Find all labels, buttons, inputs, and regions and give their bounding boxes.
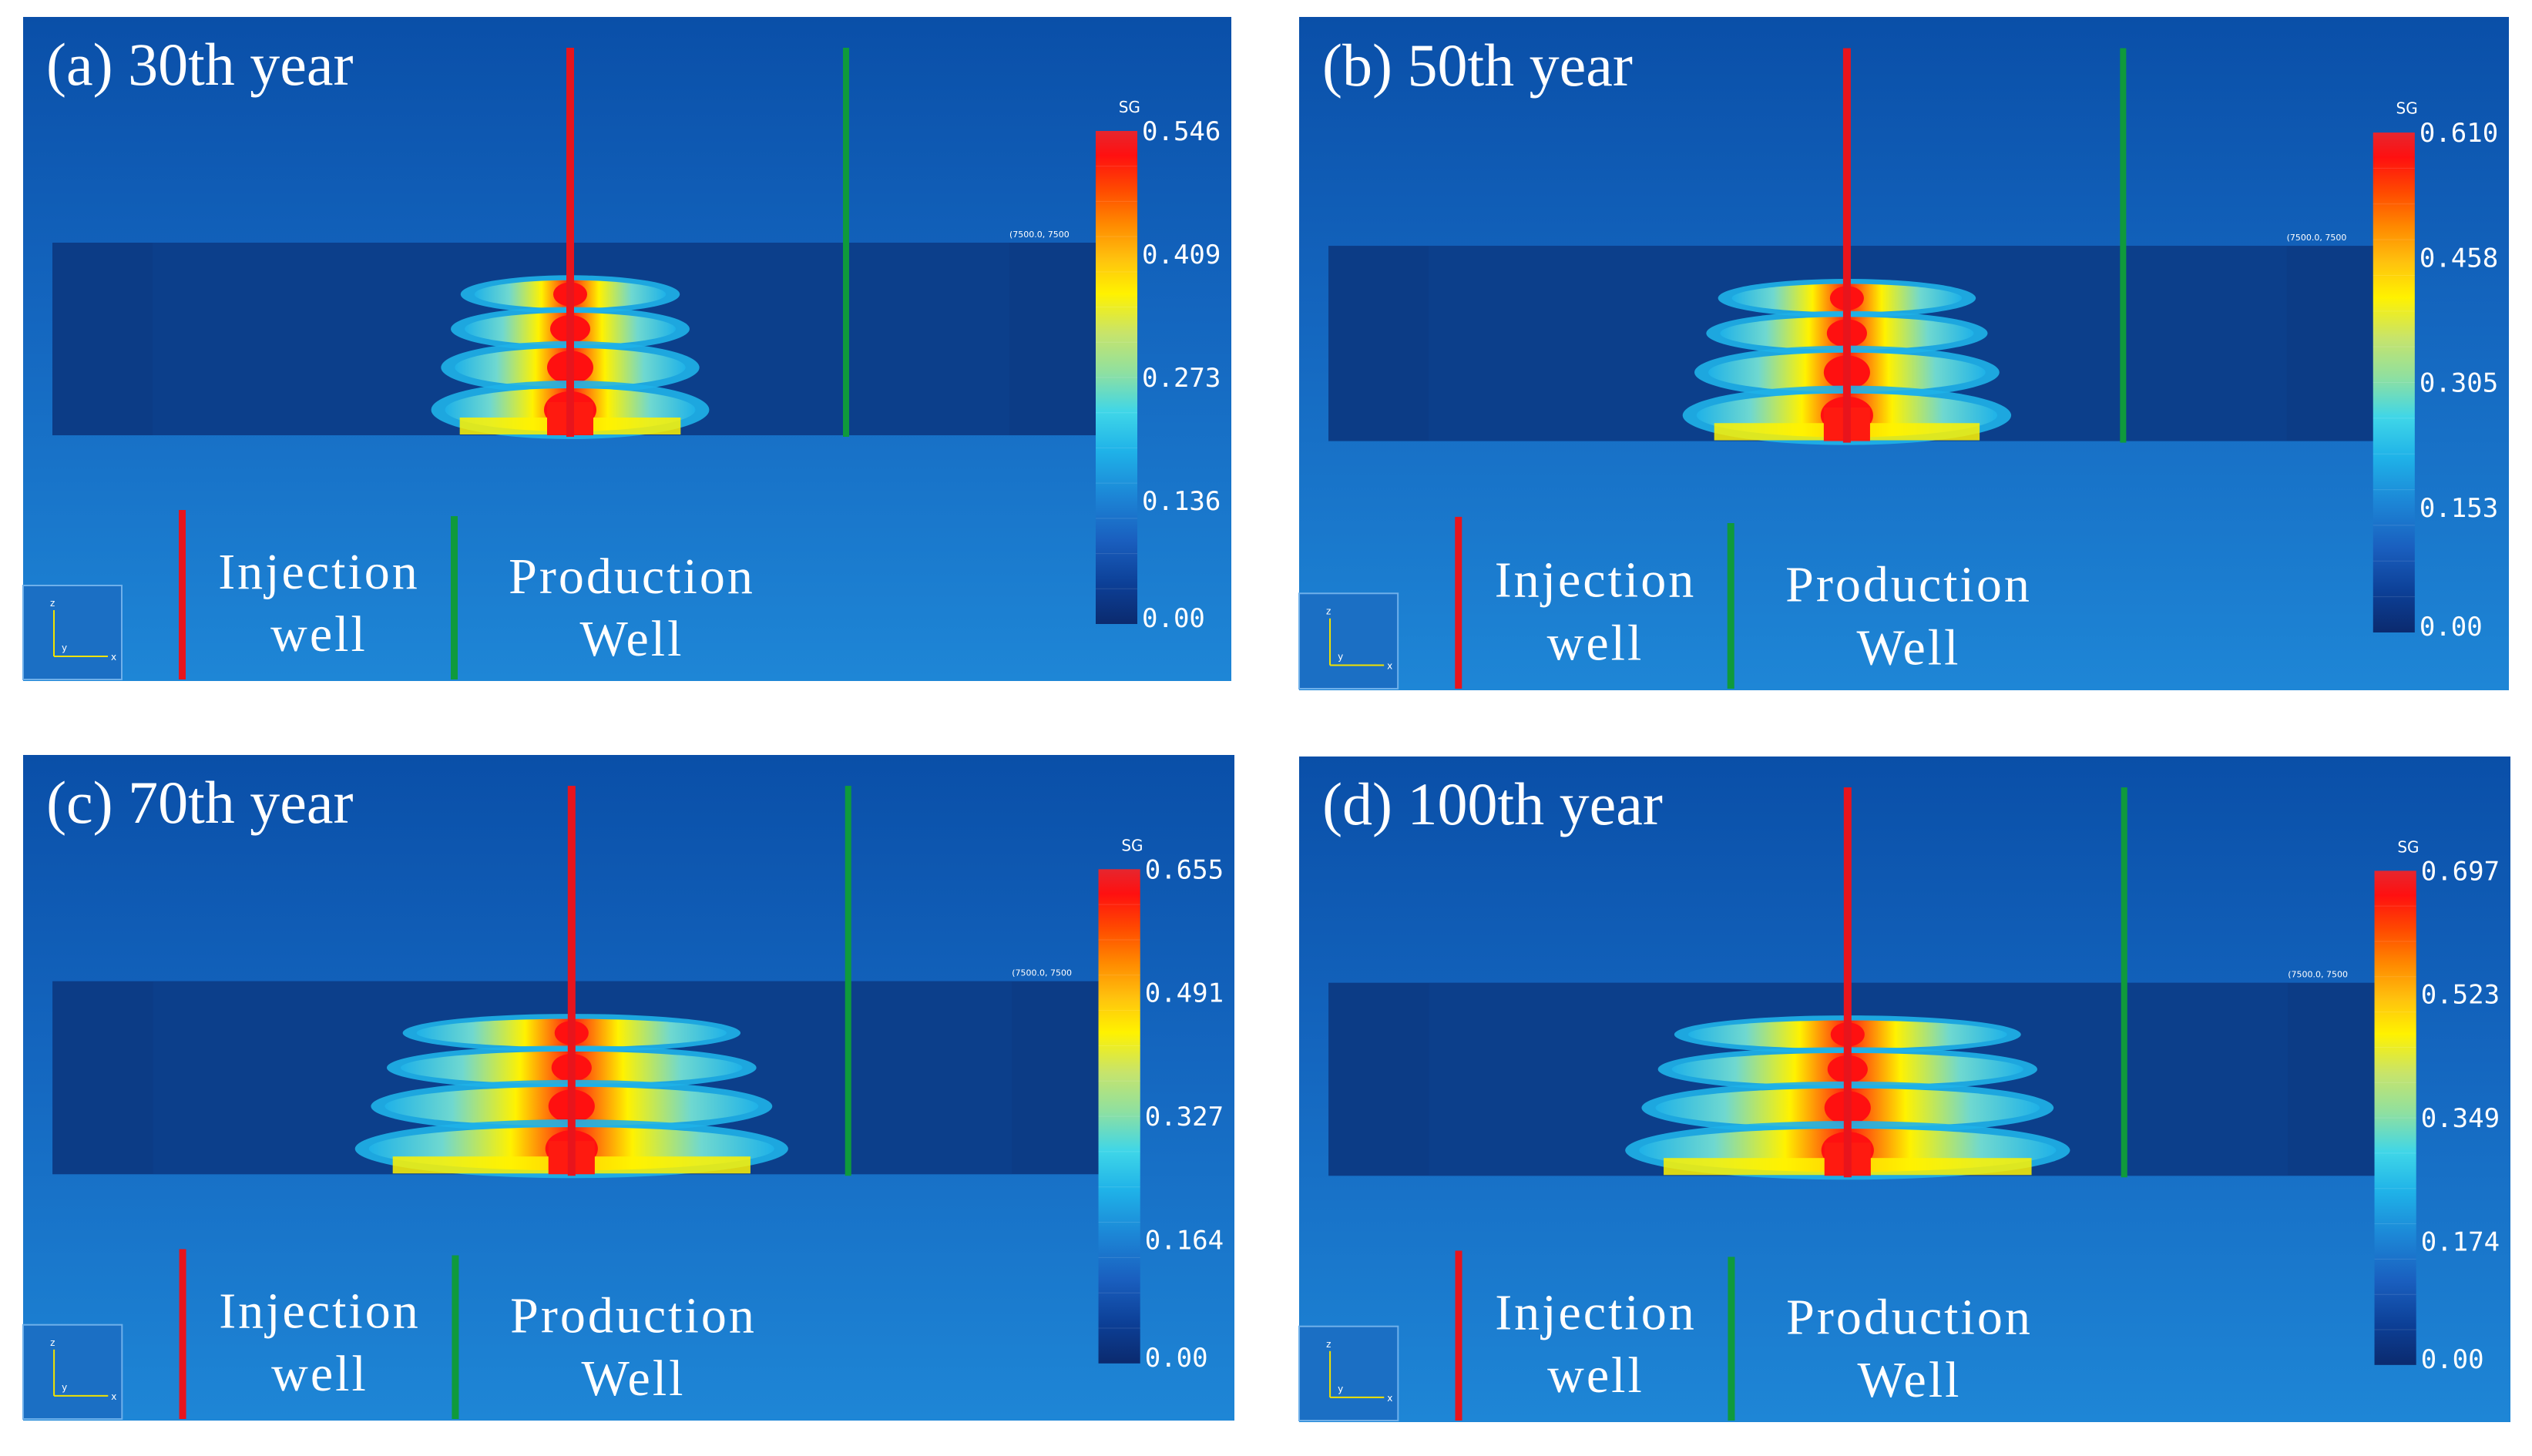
legend-injection-label-2: well xyxy=(270,606,368,663)
injection-well-line xyxy=(566,48,574,437)
axis-triad: x z y xyxy=(22,1323,123,1420)
panels-layer: (a) 30th yearSG0.5460.4090.2730.1360.00(… xyxy=(22,17,2510,1422)
coord-readout: (7500.0, 7500 xyxy=(1012,968,1072,978)
legend-production-label-2: Well xyxy=(580,611,684,667)
injection-well-line xyxy=(1842,48,1851,443)
panel-1: (a) 30th year SG0.546 0.409 0.273 0.136 0.00 (… xyxy=(22,17,1231,681)
panel-2: (b) 50th year SG0.610 0.458 0.305 0.153 0.00 (… xyxy=(1298,17,2509,690)
axis-triad: x z y xyxy=(22,585,123,680)
legend-production-label-2: Well xyxy=(582,1350,686,1407)
colorbar-tick-label: 0.523 xyxy=(2421,980,2500,1011)
colorbar-sg-label: SG xyxy=(2397,837,2419,856)
legend-production-label: Production xyxy=(1785,556,2032,612)
colorbar-tick-label: 0.458 xyxy=(2420,243,2498,273)
svg-text:x: x xyxy=(111,652,116,663)
legend-production-label: Production xyxy=(1786,1290,2033,1346)
colorbar-tick-label: 0.00 xyxy=(2420,612,2483,642)
svg-text:x: x xyxy=(1387,661,1392,672)
panel-title: (a) 30th year xyxy=(46,31,353,98)
svg-text:z: z xyxy=(50,1337,55,1348)
colorbar xyxy=(2374,871,2416,1365)
coord-readout: (7500.0, 7500 xyxy=(1009,230,1070,240)
colorbar-tick-label: 0.610 xyxy=(2420,118,2498,149)
svg-text:y: y xyxy=(62,642,67,653)
legend-production-swatch xyxy=(451,516,458,679)
colorbar-tick-label: 0.153 xyxy=(2420,493,2498,524)
panel-title: (b) 50th year xyxy=(1322,32,1633,99)
legend-injection-swatch xyxy=(1455,516,1462,689)
svg-text:y: y xyxy=(62,1382,67,1393)
well-legend: Injection well Production Well xyxy=(179,510,755,679)
legend-injection-swatch xyxy=(179,510,186,679)
axis-triad: x z y xyxy=(1298,1325,1399,1421)
legend-injection-label: Injection xyxy=(1495,552,1697,608)
legend-injection-swatch xyxy=(179,1249,186,1419)
panel-title: (d) 100th year xyxy=(1322,770,1663,837)
coord-readout: (7500.0, 7500 xyxy=(2288,970,2348,980)
colorbar-tick-label: 0.349 xyxy=(2421,1103,2500,1134)
legend-injection-label: Injection xyxy=(1495,1285,1697,1341)
legend-injection-label-2: well xyxy=(1547,615,1644,671)
svg-text:z: z xyxy=(50,598,55,609)
colorbar-tick-label: 0.164 xyxy=(1145,1225,1224,1256)
colorbar xyxy=(1096,131,1137,624)
colorbar-sg-label: SG xyxy=(1121,836,1143,854)
production-well-line xyxy=(2121,787,2127,1178)
injection-well-line xyxy=(1843,787,1852,1178)
legend-production-label: Production xyxy=(510,1288,757,1344)
colorbar-tick-label: 0.00 xyxy=(2421,1344,2484,1375)
legend-injection-label: Injection xyxy=(218,544,420,600)
legend-injection-label-2: well xyxy=(271,1346,368,1402)
colorbar-tick-label: 0.273 xyxy=(1142,363,1221,394)
svg-text:x: x xyxy=(111,1391,116,1402)
legend-production-swatch xyxy=(452,1255,459,1419)
colorbar-tick-label: 0.00 xyxy=(1145,1343,1208,1374)
colorbar xyxy=(2372,133,2415,632)
colorbar-sg-label: SG xyxy=(2396,99,2418,118)
legend-production-label-2: Well xyxy=(1857,620,1961,676)
svg-text:y: y xyxy=(1338,1384,1343,1394)
svg-text:z: z xyxy=(1326,606,1331,617)
production-well-line xyxy=(2120,48,2127,443)
coord-readout: (7500.0, 7500 xyxy=(2287,233,2347,243)
axis-triad: x z y xyxy=(1298,592,1399,689)
panel-title: (c) 70th year xyxy=(46,769,353,836)
colorbar-tick-label: 0.697 xyxy=(2421,856,2500,887)
legend-production-label-2: Well xyxy=(1858,1352,1962,1408)
production-well-line xyxy=(843,48,849,437)
well-legend: Injection well Production Well xyxy=(179,1249,757,1419)
legend-production-swatch xyxy=(1728,1256,1735,1421)
svg-text:z: z xyxy=(1326,1339,1331,1350)
legend-injection-swatch xyxy=(1455,1250,1462,1421)
svg-text:x: x xyxy=(1387,1393,1392,1404)
colorbar-tick-label: 0.00 xyxy=(1142,603,1205,634)
colorbar-tick-label: 0.327 xyxy=(1145,1102,1224,1132)
svg-text:y: y xyxy=(1338,651,1343,662)
legend-production-swatch xyxy=(1727,523,1734,689)
colorbar xyxy=(1098,869,1140,1364)
well-legend: Injection well Production Well xyxy=(1455,1250,2033,1421)
production-well-line xyxy=(845,786,851,1176)
colorbar-tick-label: 0.491 xyxy=(1145,978,1224,1009)
colorbar-tick-label: 0.136 xyxy=(1142,486,1221,517)
panel-4: (d) 100th year SG0.697 0.523 0.349 0.174 0.00… xyxy=(1298,757,2510,1422)
colorbar-sg-label: SG xyxy=(1119,98,1140,116)
injection-well-line xyxy=(567,786,576,1176)
legend-injection-label-2: well xyxy=(1547,1347,1644,1404)
colorbar-tick-label: 0.305 xyxy=(2420,368,2498,399)
panel-3: (c) 70th year SG0.655 0.491 0.327 0.164 0.00 (… xyxy=(22,755,1234,1421)
colorbar-tick-label: 0.409 xyxy=(1142,240,1221,270)
well-legend: Injection well Production Well xyxy=(1455,516,2032,689)
legend-production-label: Production xyxy=(509,549,755,605)
colorbar-tick-label: 0.174 xyxy=(2421,1226,2500,1257)
colorbar-tick-label: 0.546 xyxy=(1142,116,1221,147)
colorbar-tick-label: 0.655 xyxy=(1145,854,1224,885)
legend-injection-label: Injection xyxy=(219,1283,421,1340)
